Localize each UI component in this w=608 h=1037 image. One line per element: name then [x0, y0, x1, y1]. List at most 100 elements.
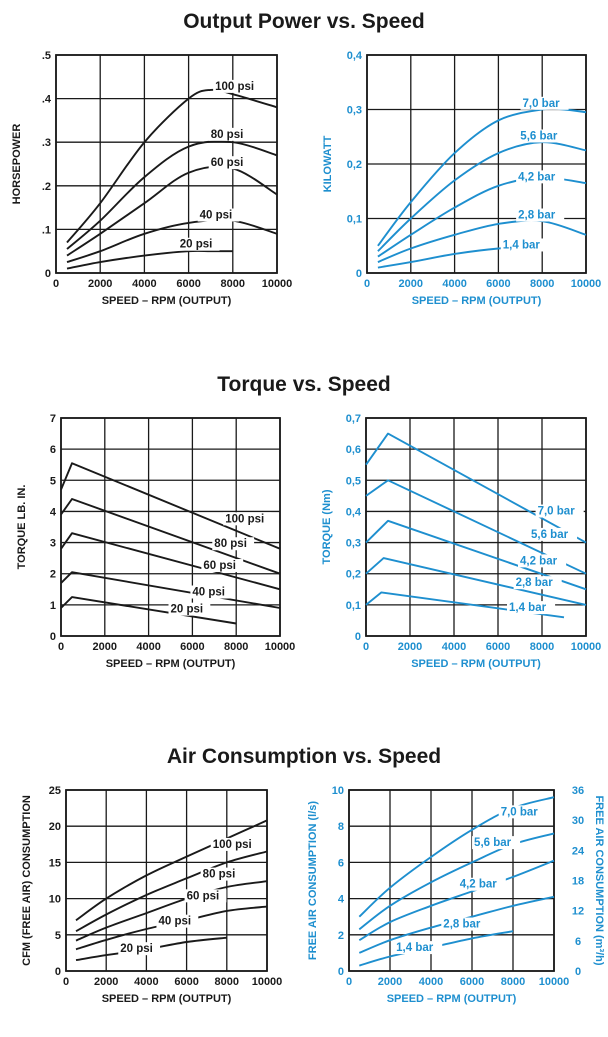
y-axis-label: FREE AIR CONSUMPTION (l/s): [307, 801, 319, 960]
series-label-bg: [535, 504, 584, 518]
y-tick-label: 7: [50, 413, 56, 425]
x-axis-label: SPEED – RPM (OUTPUT): [387, 993, 517, 1005]
series-label: 80 psi: [211, 129, 244, 141]
y-tick-label: 2: [338, 930, 344, 942]
series-label-bg: [210, 837, 259, 851]
x-tick-label: 6000: [486, 641, 510, 653]
series-label: 60 psi: [211, 157, 244, 169]
series-line-60-psi: [75, 880, 268, 942]
series-label: 20 psi: [180, 239, 213, 251]
x-tick-label: 8000: [530, 278, 554, 290]
y-tick-label: 0,2: [346, 569, 361, 581]
x-tick-label: 4000: [132, 278, 156, 290]
y-tick-label: 0,7: [346, 413, 361, 425]
x-tick-label: 6000: [460, 976, 484, 988]
x-axis-label: SPEED – RPM (OUTPUT): [106, 658, 236, 670]
y-tick-label: .2: [42, 181, 51, 193]
section-title-air-consumption: Air Consumption vs. Speed: [167, 745, 441, 768]
series-label-bg: [213, 79, 262, 93]
x-tick-label: 2000: [398, 641, 422, 653]
x-tick-label: 2000: [94, 976, 118, 988]
y-tick-label: 4: [338, 894, 345, 906]
series-label-bg: [394, 941, 443, 955]
series-label: 7,0 bar: [538, 506, 576, 518]
y-tick-label: 0,4: [346, 506, 362, 518]
series-line-80-psi: [75, 850, 268, 933]
series-line-20-psi: [66, 249, 233, 270]
series-label-bg: [197, 208, 240, 222]
x-tick-label: 10000: [252, 976, 283, 988]
y-tick-label: 3: [50, 538, 56, 550]
y-tick-label: .5: [42, 50, 51, 62]
y-tick-label: .3: [42, 137, 51, 149]
y-tick-label: 15: [49, 857, 61, 869]
plot-frame: [65, 789, 268, 972]
series-label: 80 psi: [214, 538, 247, 550]
series-line-80-psi: [66, 140, 278, 250]
series-label-bg: [201, 559, 244, 573]
series-label: 1,4 bar: [503, 239, 541, 251]
plot-frame: [365, 417, 587, 637]
x-axis-label: SPEED – RPM (OUTPUT): [102, 993, 232, 1005]
x-tick-label: 10000: [571, 278, 602, 290]
y-tick-label: 0: [355, 631, 361, 643]
series-line-7-0-bar: [365, 432, 587, 544]
y2-tick-label: 6: [575, 936, 581, 948]
x-tick-label: 8000: [215, 976, 239, 988]
series-label-bg: [472, 836, 521, 850]
plot-frame: [55, 54, 278, 274]
y-tick-label: 6: [50, 444, 56, 456]
series-line-100-psi: [60, 462, 281, 550]
series-label-bg: [212, 537, 255, 551]
series-label: 100 psi: [225, 513, 264, 525]
x-tick-label: 2000: [399, 278, 423, 290]
series-line-40-psi: [66, 219, 278, 264]
x-tick-label: 0: [58, 641, 64, 653]
series-label: 4,2 bar: [460, 879, 498, 891]
series-label-bg: [168, 602, 211, 616]
series-label-bg: [518, 554, 567, 568]
series-label: 2,8 bar: [518, 210, 556, 222]
series-label-bg: [208, 127, 251, 141]
x-tick-label: 0: [53, 278, 59, 290]
y-tick-label: 1: [50, 600, 56, 612]
x-tick-label: 4000: [136, 641, 160, 653]
y-tick-label: 0: [50, 631, 56, 643]
x-tick-label: 0: [63, 976, 69, 988]
series-line-1-4-bar: [365, 591, 565, 619]
series-label: 5,6 bar: [474, 837, 512, 849]
y2-tick-label: 12: [572, 906, 584, 918]
series-label: 5,6 bar: [520, 130, 558, 142]
y-axis-label: HORSEPOWER: [11, 124, 23, 205]
y2-tick-label: 0: [575, 966, 581, 978]
y-axis-label: TORQUE LB. IN.: [16, 485, 28, 570]
series-label-bg: [208, 156, 251, 170]
y-tick-label: 4: [50, 506, 57, 518]
y-tick-label: 0: [356, 268, 362, 280]
series-label-bg: [190, 585, 233, 599]
series-label-bg: [498, 805, 547, 819]
y-axis-label: CFM (FREE AIR) CONSUMPTION: [21, 795, 33, 966]
series-label-bg: [200, 867, 243, 881]
series-label: 40 psi: [158, 916, 191, 928]
series-label: 20 psi: [120, 943, 153, 955]
series-label: 1,4 bar: [396, 942, 434, 954]
x-tick-label: 8000: [530, 641, 554, 653]
x-axis-label: SPEED – RPM (OUTPUT): [412, 295, 542, 307]
y2-tick-label: 30: [572, 815, 584, 827]
series-label: 7,0 bar: [501, 806, 539, 818]
series-label: 100 psi: [213, 839, 252, 851]
series-label-bg: [118, 942, 161, 956]
x-tick-label: 10000: [262, 278, 293, 290]
series-label: 1,4 bar: [509, 602, 547, 614]
series-label-bg: [518, 129, 567, 143]
series-label-bg: [516, 170, 565, 184]
section-title-output-power: Output Power vs. Speed: [183, 10, 425, 33]
x-tick-label: 10000: [265, 641, 296, 653]
series-line-2-8-bar: [365, 557, 587, 606]
y-tick-label: 0,1: [347, 214, 362, 226]
series-label: 4,2 bar: [520, 555, 558, 567]
y-tick-label: 0,5: [346, 475, 361, 487]
series-line-100-psi: [75, 819, 268, 922]
series-label: 60 psi: [203, 560, 236, 572]
